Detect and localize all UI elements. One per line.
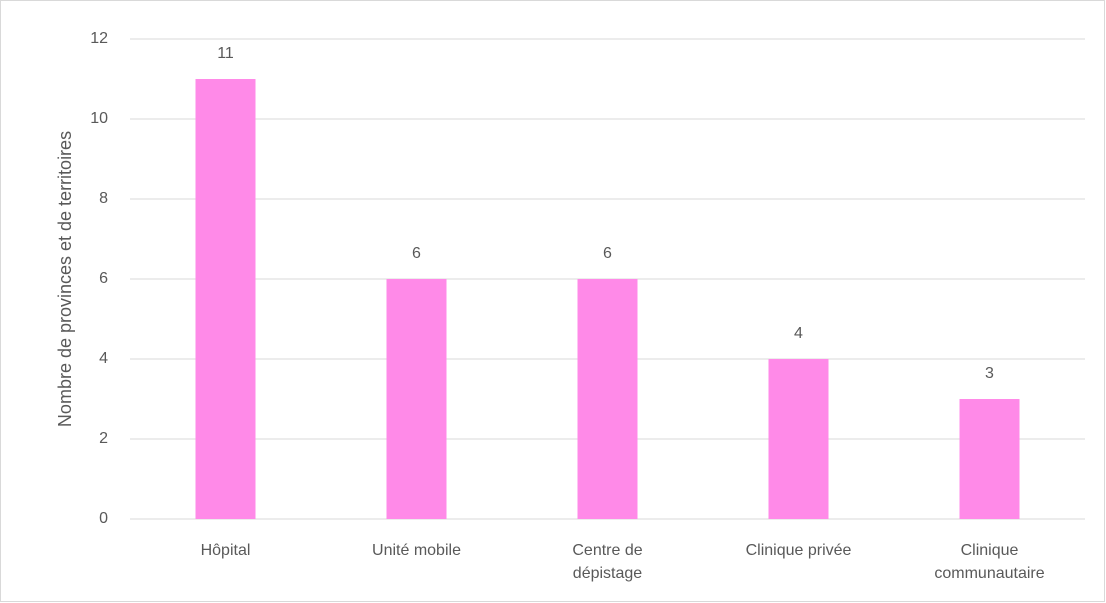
data-label: 11 [217,45,234,62]
bar [768,359,829,519]
x-tick-label: Unité mobile [372,542,461,559]
data-label: 6 [412,245,421,262]
bar [195,79,256,519]
bar [959,399,1020,519]
data-label: 6 [603,245,612,262]
y-tick-label: 8 [99,190,108,207]
y-tick-label: 12 [90,30,108,47]
data-label: 4 [794,325,803,342]
y-tick-label: 10 [90,110,108,127]
x-tick-label: Clinique privée [745,542,852,559]
bar [386,279,447,519]
y-tick-label: 2 [99,430,108,447]
x-tick-label: Hôpital [200,542,251,559]
data-label: 3 [985,365,994,382]
y-tick-label: 0 [99,510,108,527]
y-tick-label: 4 [99,350,108,367]
x-tick-label: Centre de dépistage [572,542,643,582]
y-axis-label: Nombre de provinces et de territoires [55,131,75,427]
x-tick-label: Clinique communautaire [934,542,1045,582]
bar [577,279,638,519]
y-tick-label: 6 [99,270,108,287]
